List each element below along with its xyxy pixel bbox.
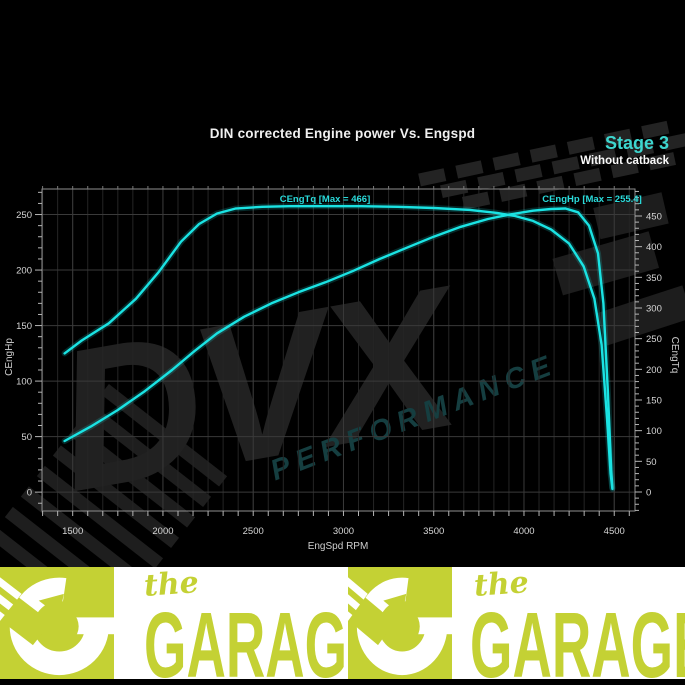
chart-region: DVX PERFORMANCE — [0, 120, 685, 568]
svg-text:450: 450 — [646, 211, 662, 222]
brand-garage-text: GARAGE — [144, 594, 384, 685]
torque-curve-label: CEngTq [Max = 466] — [280, 194, 371, 205]
garage-wordmark: the GARAGE — [114, 565, 383, 685]
grid-lines — [42, 189, 635, 511]
checkered-flag-watermark — [418, 120, 685, 210]
brand-garage-text: GARAGE — [470, 594, 685, 685]
stage-subtitle: Without catback — [580, 154, 669, 167]
garage-wordmark: the GARAGE — [452, 565, 685, 685]
svg-text:150: 150 — [646, 395, 662, 406]
flag-shapes-right-watermark — [552, 192, 685, 346]
svg-text:250: 250 — [16, 210, 32, 221]
svg-text:2000: 2000 — [152, 526, 173, 537]
svg-text:100: 100 — [646, 426, 662, 437]
svg-text:200: 200 — [646, 365, 662, 376]
svg-text:100: 100 — [16, 377, 32, 388]
svg-text:200: 200 — [16, 266, 32, 277]
svg-text:1500: 1500 — [62, 526, 83, 537]
svg-text:0: 0 — [646, 487, 651, 498]
svg-text:400: 400 — [646, 242, 662, 253]
banner-baseline — [0, 679, 685, 685]
y-axis-left-title: CEngHp — [4, 338, 15, 376]
svg-text:50: 50 — [646, 457, 657, 468]
garage-banner: the GARAGE the GA — [0, 565, 685, 685]
power-curve-label: CEngHp [Max = 255.4] — [542, 194, 642, 205]
axis-tick-labels: 1500 2000 2500 3000 3500 4000 4500050100150200… — [16, 210, 662, 537]
svg-text:4000: 4000 — [513, 526, 534, 537]
svg-text:250: 250 — [646, 334, 662, 345]
svg-text:2500: 2500 — [243, 526, 264, 537]
svg-text:4500: 4500 — [604, 526, 625, 537]
svg-text:0: 0 — [27, 488, 32, 499]
axis-ticks — [35, 186, 642, 516]
stage-block: Stage 3 Without catback — [580, 133, 669, 168]
svg-text:150: 150 — [16, 321, 32, 332]
stage-label: Stage 3 — [604, 133, 669, 153]
x-axis-title: EngSpd RPM — [308, 541, 369, 552]
chart-title: DIN corrected Engine power Vs. Engspd — [209, 126, 476, 141]
dyno-curves — [61, 203, 616, 492]
svg-text:350: 350 — [646, 273, 662, 284]
plot-frame — [41, 188, 636, 512]
svg-text:3000: 3000 — [333, 526, 354, 537]
svg-text:3500: 3500 — [423, 526, 444, 537]
y-axis-right-title: CEngTq — [669, 337, 680, 374]
svg-text:300: 300 — [646, 303, 662, 314]
svg-text:50: 50 — [21, 432, 32, 443]
garage-logo-icon — [0, 566, 114, 679]
dyno-plot: 1500 2000 2500 3000 3500 4000 4500050100150200… — [4, 186, 680, 552]
garage-logo-icon — [312, 566, 452, 679]
